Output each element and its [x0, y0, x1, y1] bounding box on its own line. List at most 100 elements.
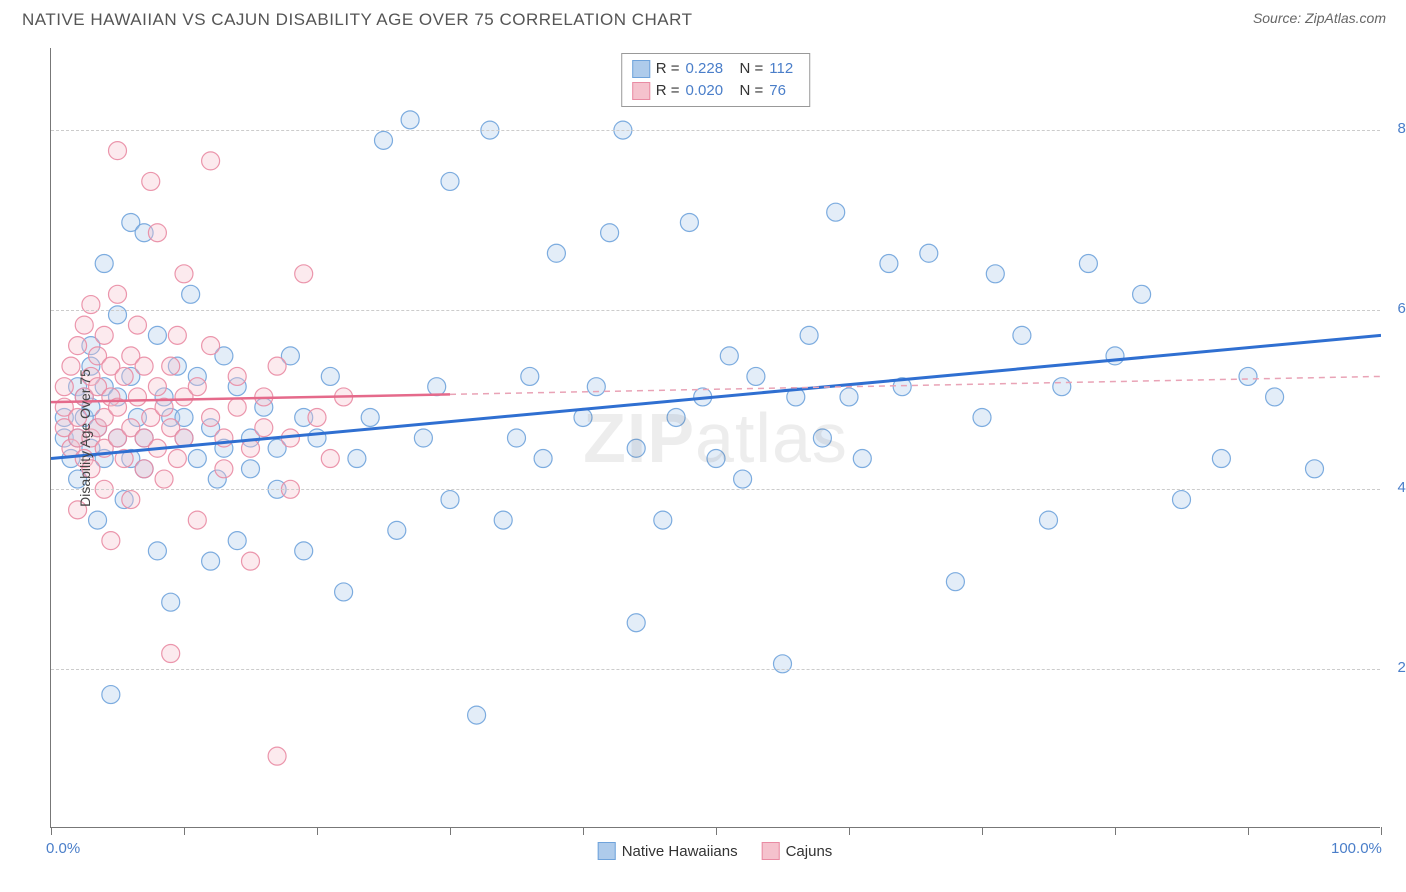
data-point [175, 265, 193, 283]
legend-label: Cajuns [786, 843, 833, 860]
data-point [441, 491, 459, 509]
data-point [162, 645, 180, 663]
data-point [268, 357, 286, 375]
data-point [188, 511, 206, 529]
legend-swatch [598, 842, 616, 860]
data-point [242, 552, 260, 570]
data-point [102, 532, 120, 550]
data-point [880, 255, 898, 273]
data-point [680, 213, 698, 231]
data-point [155, 470, 173, 488]
data-point [601, 224, 619, 242]
data-point [1212, 450, 1230, 468]
data-point [707, 450, 725, 468]
data-point [1013, 326, 1031, 344]
data-point [95, 255, 113, 273]
legend-item: Cajuns [762, 842, 833, 860]
data-point [242, 460, 260, 478]
scatter-svg [51, 48, 1381, 828]
data-point [428, 378, 446, 396]
y-tick-label: 80.0% [1397, 120, 1406, 137]
data-point [142, 172, 160, 190]
data-point [986, 265, 1004, 283]
legend-swatch [632, 60, 650, 78]
data-point [109, 142, 127, 160]
data-point [1106, 347, 1124, 365]
x-tick [51, 827, 52, 835]
data-point [95, 326, 113, 344]
data-point [255, 419, 273, 437]
data-point [202, 152, 220, 170]
data-point [148, 542, 166, 560]
x-tick [184, 827, 185, 835]
x-tick [849, 827, 850, 835]
data-point [587, 378, 605, 396]
y-tick-label: 62.5% [1397, 300, 1406, 317]
data-point [1079, 255, 1097, 273]
data-point [82, 296, 100, 314]
data-point [734, 470, 752, 488]
legend-label: Native Hawaiians [622, 843, 738, 860]
gridline [51, 310, 1380, 311]
y-axis-title: Disability Age Over 75 [77, 369, 93, 507]
data-point [55, 378, 73, 396]
data-point [135, 460, 153, 478]
plot-box: ZIPatlas R =0.228N =112R =0.020N =76 27.… [50, 48, 1380, 828]
data-point [168, 326, 186, 344]
data-point [1306, 460, 1324, 478]
r-label: R = [656, 80, 680, 102]
data-point [188, 450, 206, 468]
data-point [840, 388, 858, 406]
legend-swatch [632, 82, 650, 100]
data-point [1040, 511, 1058, 529]
data-point [182, 285, 200, 303]
data-point [335, 583, 353, 601]
data-point [228, 398, 246, 416]
data-point [202, 337, 220, 355]
data-point [215, 460, 233, 478]
data-point [946, 573, 964, 591]
data-point [361, 408, 379, 426]
data-point [109, 306, 127, 324]
gridline [51, 489, 1380, 490]
x-tick [317, 827, 318, 835]
data-point [774, 655, 792, 673]
x-tick [716, 827, 717, 835]
data-point [747, 367, 765, 385]
x-tick [450, 827, 451, 835]
data-point [853, 450, 871, 468]
y-tick-label: 27.5% [1397, 659, 1406, 676]
data-point [162, 357, 180, 375]
data-point [308, 408, 326, 426]
data-point [128, 388, 146, 406]
data-point [521, 367, 539, 385]
data-point [468, 706, 486, 724]
data-point [414, 429, 432, 447]
n-value: 112 [769, 58, 799, 80]
r-value: 0.020 [686, 80, 734, 102]
data-point [494, 511, 512, 529]
data-point [1133, 285, 1151, 303]
data-point [148, 224, 166, 242]
legend-item: Native Hawaiians [598, 842, 738, 860]
data-point [295, 265, 313, 283]
header: NATIVE HAWAIIAN VS CAJUN DISABILITY AGE … [0, 0, 1406, 34]
data-point [920, 244, 938, 262]
data-point [295, 542, 313, 560]
data-point [202, 408, 220, 426]
data-point [627, 439, 645, 457]
data-point [115, 367, 133, 385]
data-point [388, 521, 406, 539]
data-point [321, 367, 339, 385]
data-point [547, 244, 565, 262]
data-point [135, 357, 153, 375]
data-point [1266, 388, 1284, 406]
data-point [89, 511, 107, 529]
x-tick [1115, 827, 1116, 835]
data-point [228, 532, 246, 550]
trend-line [51, 335, 1381, 458]
data-point [122, 491, 140, 509]
legend-stats: R =0.228N =112R =0.020N =76 [621, 53, 811, 107]
data-point [1173, 491, 1191, 509]
data-point [162, 593, 180, 611]
